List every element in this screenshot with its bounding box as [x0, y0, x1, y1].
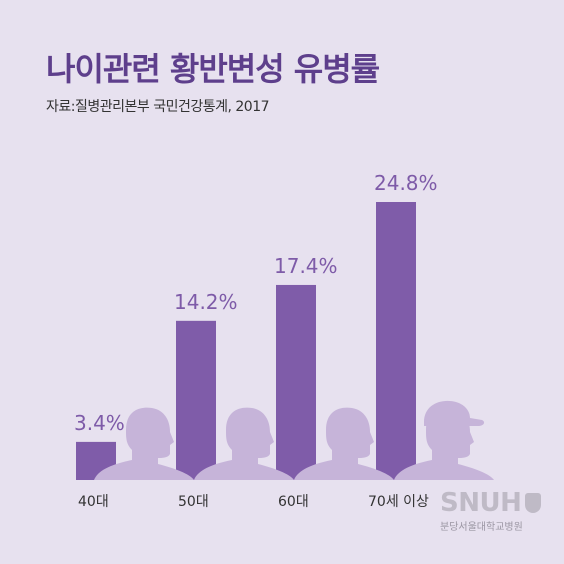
silhouette-shape [294, 407, 394, 480]
person-silhouette-icon [294, 407, 394, 480]
snuh-logo: SNUH 분당서울대학교병원 [440, 488, 550, 533]
logo-mark: SNUH [440, 488, 550, 518]
category-label-3: 60대 [278, 494, 309, 510]
bar-3 [276, 284, 316, 480]
logo-subtitle: 분당서울대학교병원 [440, 522, 523, 533]
bar-2 [176, 320, 216, 480]
chart-source: 자료:질병관리본부 국민건강통계, 2017 [46, 99, 270, 115]
bar-4 [376, 202, 416, 480]
bars-layer [76, 202, 416, 480]
value-label-4: 24.8% [374, 171, 438, 195]
category-label-4: 70세 이상 [368, 494, 429, 510]
silhouette-shape [194, 407, 294, 480]
silhouette-layer [94, 400, 494, 480]
value-label-3: 17.4% [274, 254, 338, 278]
person-silhouette-icon [194, 407, 294, 480]
person-silhouette-icon [94, 407, 194, 480]
labels-layer: 3.4% 40대 14.2% 50대 17.4% 60대 24.8% 70세 이상 [74, 171, 438, 510]
emblem-icon [525, 493, 542, 513]
category-label-2: 50대 [178, 494, 209, 510]
logo-text: SNUH [440, 488, 522, 518]
cap-shape [424, 400, 485, 426]
chart-title: 나이관련 황반변성 유병률 [46, 50, 380, 88]
category-label-1: 40대 [78, 494, 109, 510]
person-with-cap-silhouette-icon [394, 400, 494, 480]
value-label-2: 14.2% [174, 290, 238, 314]
value-label-1: 3.4% [74, 411, 125, 435]
silhouette-shape [94, 407, 194, 480]
